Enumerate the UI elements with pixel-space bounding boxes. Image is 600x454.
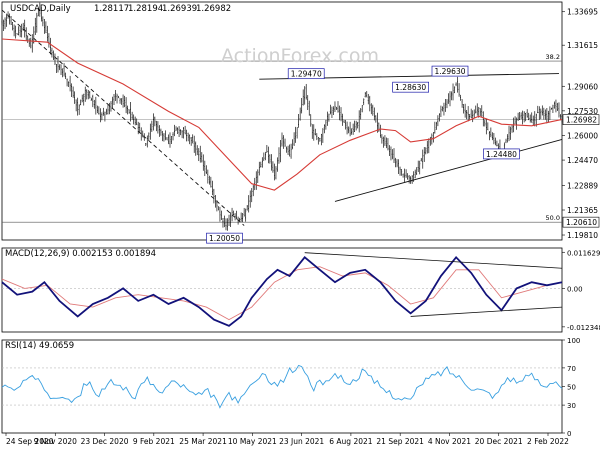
x-tick-label-4: 25 Mar 2021 [179, 437, 227, 446]
price-tick-label-2: 1.29060 [567, 82, 598, 91]
annotation-label-3: 1.24480 [486, 150, 517, 159]
x-tick-label-6: 23 Jun 2021 [279, 437, 324, 446]
annotation-box-3 [483, 148, 520, 160]
x-tick-label-5: 10 May 2021 [228, 437, 277, 446]
macd-trendline-1 [410, 306, 563, 317]
price-trendline-2 [334, 139, 563, 202]
x-tick-label-9: 4 Nov 2021 [428, 437, 471, 446]
annotation-label-4: 1.29630 [434, 67, 465, 76]
macd-tick-label-0: 0.011629 [567, 249, 600, 257]
price-header: USDCAD,Daily 1.28117 1.28194 1.26939 1.2… [10, 4, 231, 14]
panel-frame-1 [1, 247, 563, 333]
watermark-text: ActionForex.com [221, 45, 379, 67]
annotation-box-1 [287, 68, 325, 80]
fib-level-label-1: 50.0 [546, 214, 560, 222]
axis-labels: 1.33695 1.31615 1.29060 1.27530 1.26000 1.244… [5, 8, 600, 446]
macd-trendline-0 [304, 252, 563, 269]
symbol-header: USDCAD,Daily [10, 4, 71, 14]
ohlc-high: 1.28194 [128, 4, 163, 14]
grid-layer [2, 60, 562, 406]
x-tick-label-10: 20 Dec 2021 [475, 437, 523, 446]
annotation-label-1: 1.29470 [291, 70, 322, 79]
price-trendline-0 [1, 9, 245, 226]
rsi-tick-label-0: 100 [567, 337, 580, 345]
annotation-box-0 [206, 232, 243, 244]
price-tick-label-5: 1.24470 [567, 156, 598, 165]
price-level-box-label-1: 1.26982 [566, 116, 597, 125]
rsi-tick-label-3: 30 [567, 402, 576, 410]
price-level-box-0 [562, 216, 600, 228]
price-tick-label-0: 1.33695 [567, 8, 598, 17]
fib-level-label-0: 38.2 [546, 53, 560, 61]
ohlc-open: 1.28117 [94, 4, 129, 14]
annotation-label-0: 1.20050 [209, 234, 240, 243]
x-tick-label-11: 2 Feb 2022 [527, 437, 569, 446]
price-series: 1.20050 1.29470 1.28630 1.24480 1.29630 [1, 2, 563, 244]
ohlc-low: 1.26939 [162, 4, 197, 14]
annotation-box-2 [392, 81, 429, 93]
x-tick-label-8: 21 Sep 2021 [376, 437, 424, 446]
ohlc-close: 1.26982 [196, 4, 231, 14]
price-level-box-1 [562, 114, 600, 125]
x-tick-label-7: 6 Aug 2021 [329, 437, 372, 446]
moving-average-line [1, 38, 563, 191]
macd-line [1, 255, 563, 327]
rsi-series [1, 364, 563, 409]
macd-tick-label-2: -0.012348 [567, 324, 600, 332]
macd-title: MACD(12,26,9) 0.002153 0.001894 [5, 249, 156, 259]
price-tick-label-3: 1.27530 [567, 107, 598, 116]
rsi-tick-label-1: 70 [567, 365, 576, 373]
x-tick-label-0: 24 Sep 2020 [6, 437, 54, 446]
rsi-tick-label-4: 0 [567, 430, 571, 438]
macd-signal-line [1, 266, 563, 321]
macd-tick-label-1: 0.00 [567, 285, 583, 293]
price-tick-label-1: 1.31615 [567, 41, 598, 50]
price-level-box-label-0: 1.20610 [566, 218, 597, 227]
rsi-line [1, 364, 563, 409]
annotation-label-2: 1.28630 [395, 83, 426, 92]
x-tick-label-3: 9 Feb 2021 [133, 437, 175, 446]
macd-series [1, 252, 563, 327]
price-tick-label-4: 1.26000 [567, 131, 598, 140]
price-tick-label-7: 1.21365 [567, 206, 598, 215]
x-tick-label-2: 23 Dec 2020 [81, 437, 129, 446]
price-tick-label-8: 1.19810 [567, 231, 598, 240]
annotation-box-4 [431, 65, 469, 77]
x-tick-label-1: 9 Nov 2020 [34, 437, 77, 446]
rsi-title: RSI(14) 49.0659 [5, 341, 74, 351]
price-tick-label-6: 1.22889 [567, 182, 598, 191]
rsi-tick-label-2: 50 [567, 384, 576, 392]
